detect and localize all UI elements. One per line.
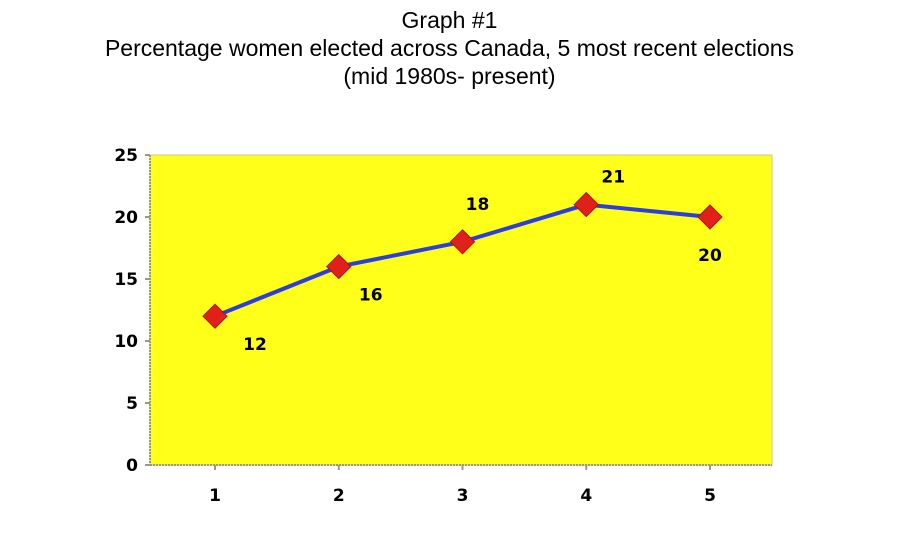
y-tick-label: 5 [126,394,138,414]
x-tick-label: 4 [580,486,592,506]
x-tick-label: 5 [704,486,716,506]
series-markers [202,191,723,329]
data-label: 21 [601,168,625,188]
data-label: 12 [243,335,267,355]
data-point-marker [202,303,228,329]
data-label: 16 [359,286,383,306]
data-point-marker [326,253,352,280]
data-label: 20 [698,246,722,266]
data-label: 18 [466,195,490,215]
x-tick-label: 3 [457,486,469,506]
chart-title: Graph #1 Percentage women elected across… [0,6,899,90]
data-point-marker [573,191,599,218]
y-tick-label: 15 [114,270,138,290]
y-tick-label: 0 [126,456,138,476]
y-tick-label: 20 [114,208,138,228]
x-axis-ticks: 1 2 3 4 5 [209,465,716,506]
data-point-marker [697,204,723,230]
x-tick-label: 2 [333,486,345,506]
title-line-2: Percentage women elected across Canada, … [104,35,795,61]
data-point-marker [449,229,476,255]
axes [149,155,772,466]
data-labels: 12 16 18 21 20 [243,168,722,356]
y-tick-label: 10 [114,332,138,352]
y-axis-ticks: 0 5 10 15 20 25 [114,146,150,476]
title-line-3: (mid 1980s- present) [343,63,556,89]
title-line-1: Graph #1 [401,7,498,33]
y-tick-label: 25 [114,146,138,166]
plot-area [149,154,773,466]
x-tick-label: 1 [209,486,221,506]
